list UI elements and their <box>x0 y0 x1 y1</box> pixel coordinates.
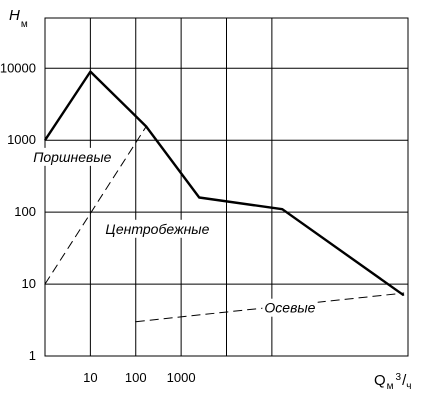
y-axis-title: Hм <box>9 7 28 30</box>
y-tick-label: 1000 <box>7 132 36 147</box>
data-point <box>44 283 46 285</box>
y-tick-label: 100 <box>14 204 36 219</box>
region-label: Осевые <box>264 300 315 316</box>
region-label: Поршневые <box>33 149 111 165</box>
data-point <box>403 294 405 296</box>
dashed-boundary-line-1 <box>44 126 147 285</box>
x-tick-label: 10 <box>83 370 97 385</box>
envelope-line <box>43 70 405 297</box>
region-label-bg <box>31 147 114 166</box>
data-point <box>135 321 137 323</box>
x-axis-title: Qм3/ч <box>374 372 412 392</box>
x-tick-label: 1000 <box>167 370 196 385</box>
region-label-group: Центробежные <box>103 219 212 238</box>
region-label-group: Осевые <box>262 298 318 317</box>
region-label: Центробежные <box>105 221 209 237</box>
data-point <box>145 125 147 128</box>
y-tick-label: 1 <box>29 348 36 363</box>
y-tick-label: 10 <box>22 276 36 291</box>
data-point <box>281 208 283 210</box>
y-tick-label: 10000 <box>0 60 36 75</box>
data-point <box>44 139 46 141</box>
data-point <box>198 196 200 199</box>
x-tick-label: 100 <box>125 370 147 385</box>
region-label-bg <box>103 219 212 238</box>
data-point <box>89 70 91 73</box>
data-point <box>403 292 405 294</box>
region-label-group: Поршневые <box>31 147 114 166</box>
region-label-bg <box>262 298 318 317</box>
